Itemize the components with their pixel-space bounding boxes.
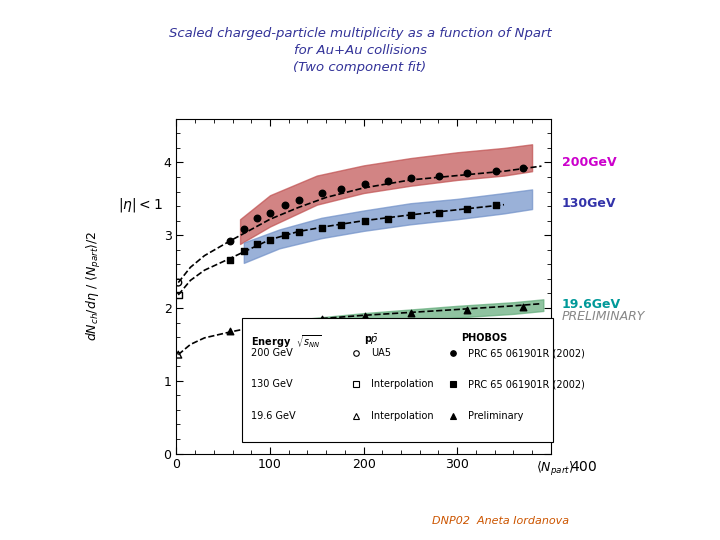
- Text: 200 GeV: 200 GeV: [251, 348, 293, 358]
- Point: [359, 217, 370, 225]
- Text: PRELIMINARY: PRELIMINARY: [562, 310, 645, 323]
- Text: PRC 65 061901R (2002): PRC 65 061901R (2002): [469, 348, 585, 358]
- Point: [490, 200, 501, 209]
- Point: [382, 177, 394, 186]
- Point: [382, 214, 394, 223]
- Point: [405, 309, 417, 318]
- Point: [264, 235, 276, 244]
- Point: [279, 200, 291, 209]
- Point: [224, 327, 235, 336]
- Point: [251, 322, 263, 330]
- Text: 130GeV: 130GeV: [562, 197, 616, 210]
- Point: [405, 174, 417, 183]
- Point: [433, 171, 445, 180]
- Point: [359, 180, 370, 188]
- Point: [173, 291, 184, 299]
- Point: [433, 208, 445, 217]
- Text: Interpolation: Interpolation: [371, 380, 433, 389]
- Text: $|\eta|<1$: $|\eta|<1$: [118, 196, 163, 214]
- Point: [462, 169, 473, 178]
- Point: [317, 315, 328, 323]
- Point: [359, 312, 370, 320]
- FancyBboxPatch shape: [242, 318, 553, 442]
- Text: Interpolation: Interpolation: [371, 410, 433, 421]
- Point: [462, 205, 473, 213]
- Point: [490, 167, 501, 176]
- Text: $dN_{ch}/d\eta\ /\ \langle N_{part}\rangle/2$: $dN_{ch}/d\eta\ /\ \langle N_{part}\rang…: [85, 231, 103, 341]
- Text: 19.6 GeV: 19.6 GeV: [251, 410, 296, 421]
- Text: $400$: $400$: [570, 460, 598, 474]
- Text: DNP02  Aneta Iordanova: DNP02 Aneta Iordanova: [432, 516, 569, 526]
- Text: PRC 65 061901R (2002): PRC 65 061901R (2002): [469, 380, 585, 389]
- Text: $\langle N_{part}\rangle$: $\langle N_{part}\rangle$: [536, 460, 575, 478]
- Point: [279, 231, 291, 240]
- Point: [317, 188, 328, 197]
- Point: [517, 164, 528, 173]
- Text: PHOBOS: PHOBOS: [461, 333, 507, 343]
- Point: [264, 209, 276, 218]
- Point: [517, 302, 528, 311]
- Point: [251, 240, 263, 248]
- Text: 19.6GeV: 19.6GeV: [562, 298, 621, 311]
- Text: Scaled charged-particle multiplicity as a function of Npart
for Au+Au collisions: Scaled charged-particle multiplicity as …: [168, 27, 552, 74]
- Point: [293, 228, 305, 237]
- Text: 130 GeV: 130 GeV: [251, 380, 293, 389]
- Point: [462, 306, 473, 314]
- Point: [317, 224, 328, 232]
- Text: Energy  $\sqrt{s_{NN}}$: Energy $\sqrt{s_{NN}}$: [251, 333, 323, 350]
- Point: [224, 255, 235, 264]
- Text: 200GeV: 200GeV: [562, 156, 616, 169]
- Text: Preliminary: Preliminary: [469, 410, 524, 421]
- Point: [293, 196, 305, 205]
- Point: [238, 247, 250, 255]
- Point: [238, 225, 250, 234]
- Text: UA5: UA5: [371, 348, 391, 358]
- Text: p$\bar{p}$: p$\bar{p}$: [364, 333, 378, 347]
- Point: [224, 237, 235, 245]
- Point: [336, 221, 347, 230]
- Point: [405, 211, 417, 219]
- Point: [251, 213, 263, 222]
- Point: [173, 350, 184, 359]
- Point: [336, 184, 347, 193]
- Point: [173, 278, 184, 287]
- Point: [279, 318, 291, 327]
